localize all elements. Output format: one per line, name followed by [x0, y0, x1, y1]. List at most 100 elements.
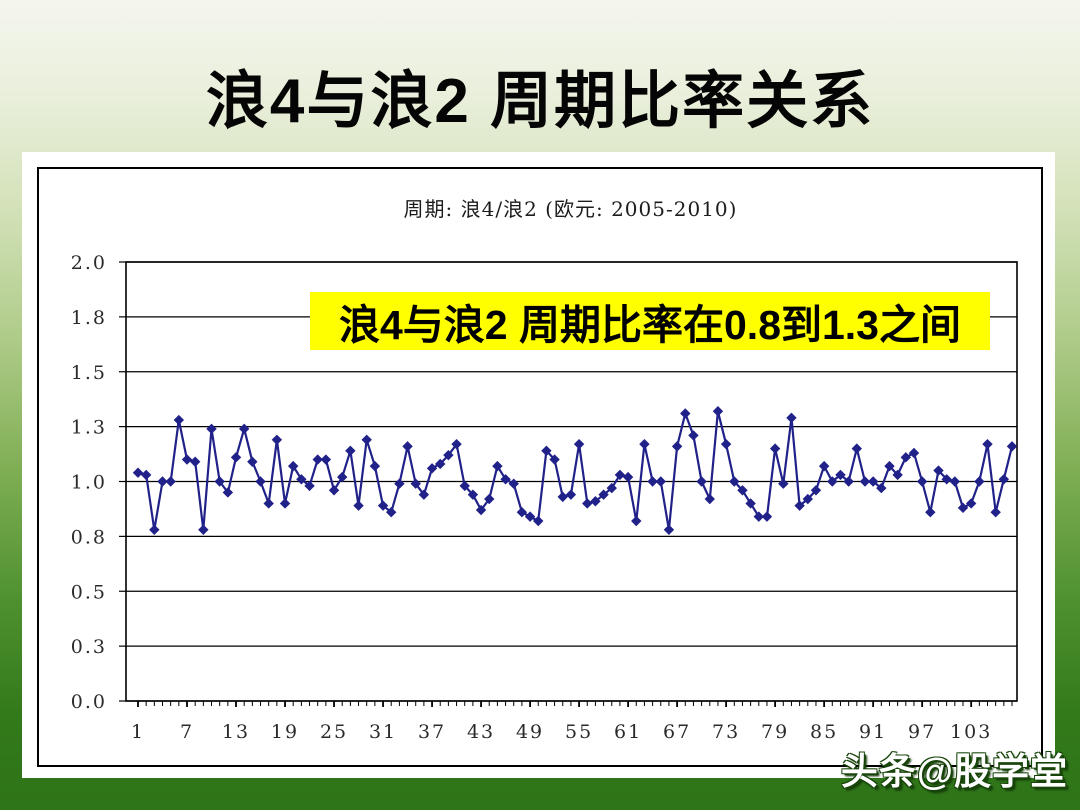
data-point-marker: [279, 498, 291, 509]
data-point-marker: [467, 489, 479, 500]
data-point-marker: [353, 500, 364, 511]
data-point-marker: [230, 452, 242, 463]
data-point-marker: [712, 406, 724, 417]
data-point-marker: [189, 456, 201, 467]
data-point-marker: [916, 476, 928, 487]
data-point-marker: [573, 438, 585, 450]
data-point-marker: [590, 496, 601, 507]
data-point-marker: [132, 467, 144, 478]
data-point-marker: [296, 474, 307, 485]
data-point-marker: [345, 445, 356, 456]
data-point-marker: [704, 493, 715, 505]
x-tick-label: 103: [950, 721, 992, 743]
y-tick-label: 1.5: [71, 362, 107, 384]
data-point-marker: [843, 476, 854, 487]
data-point-marker: [900, 452, 912, 463]
data-point-marker: [802, 493, 813, 505]
data-point-marker: [622, 471, 634, 483]
data-point-marker: [369, 460, 381, 472]
x-tick-label: 55: [565, 721, 593, 743]
data-point-marker: [198, 524, 209, 535]
chart-title: 周期: 浪4/浪2 (欧元: 2005-2010): [403, 197, 738, 221]
data-point-marker: [867, 476, 879, 487]
y-tick-label: 1.3: [71, 417, 107, 439]
chart-box: 周期: 浪4/浪2 (欧元: 2005-2010) 2.0 1.8 1.5 1.3 1.…: [37, 167, 1043, 767]
page-title: 浪4与浪2 周期比率关系: [205, 67, 875, 136]
data-point-marker: [810, 485, 822, 496]
y-tick-label: 0.3: [71, 636, 107, 658]
data-point-marker: [443, 449, 454, 461]
data-point-marker: [255, 476, 266, 487]
data-point-marker: [957, 502, 969, 514]
data-point-marker: [876, 482, 887, 494]
data-point-marker: [222, 487, 234, 498]
x-tick-label: 7: [180, 721, 194, 743]
data-point-marker: [851, 443, 863, 454]
chart-panel: 周期: 浪4/浪2 (欧元: 2005-2010) 2.0 1.8 1.5 1.3 1.…: [22, 152, 1055, 778]
data-point-marker: [941, 474, 952, 485]
data-point-marker: [737, 485, 748, 496]
data-point-marker: [149, 524, 160, 535]
data-point-marker: [982, 438, 993, 450]
data-point-marker: [557, 491, 568, 503]
watermark: 头条@股学堂: [840, 751, 1068, 792]
data-point-marker: [631, 515, 642, 527]
data-point-marker: [238, 423, 250, 435]
data-point-marker: [320, 454, 332, 465]
data-point-marker: [892, 469, 903, 481]
data-point-marker: [908, 447, 920, 459]
data-point-marker: [655, 476, 666, 487]
data-point-marker: [287, 460, 299, 472]
y-tick-label: 0.0: [71, 691, 107, 713]
data-point-marker: [753, 511, 764, 522]
x-tick-label: 73: [712, 721, 740, 743]
data-point-marker: [492, 460, 503, 472]
data-point-marker: [933, 465, 944, 476]
data-point-marker: [1006, 441, 1018, 452]
data-point-marker: [140, 469, 152, 481]
data-point-marker: [394, 478, 405, 489]
data-point-marker: [859, 476, 871, 487]
data-point-marker: [769, 443, 781, 454]
data-point-marker: [304, 480, 315, 492]
data-point-marker: [745, 498, 756, 509]
x-tick-label: 43: [467, 721, 495, 743]
data-point-marker: [435, 458, 446, 470]
x-tick-label: 97: [908, 721, 936, 743]
data-point-marker: [410, 478, 421, 489]
x-tick-label: 31: [369, 721, 397, 743]
data-point-marker: [271, 434, 283, 445]
data-point-marker: [214, 476, 225, 487]
data-point-marker: [312, 454, 323, 465]
data-point-marker: [925, 507, 936, 518]
data-point-marker: [524, 511, 536, 522]
data-point-marker: [337, 471, 348, 483]
annotation-box: 浪4与浪2 周期比率在0.8到1.3之间: [310, 292, 990, 350]
data-point-marker: [328, 485, 340, 496]
y-tick-label: 0.5: [71, 581, 107, 603]
data-point-marker: [671, 441, 683, 452]
data-point-marker: [606, 482, 617, 494]
chart-svg: 2.0 1.8 1.5 1.3 1.0 0.8 0.5 0.3 0.0 1 7 13 19 25 31 37 4…: [71, 252, 1018, 743]
data-point-marker: [720, 438, 732, 450]
data-point-marker: [835, 469, 846, 481]
x-tick-label: 91: [859, 721, 887, 743]
data-point-marker: [516, 507, 528, 518]
data-point-marker: [426, 463, 438, 474]
data-point-marker: [582, 498, 593, 509]
data-point-marker: [451, 438, 462, 450]
data-point-marker: [778, 478, 789, 489]
data-point-marker: [263, 498, 274, 509]
plot-frame: [125, 261, 1018, 702]
data-point-marker: [949, 476, 961, 487]
annotation-text: 浪4与浪2 周期比率在0.8到1.3之间: [339, 302, 961, 348]
data-point-marker: [173, 414, 185, 426]
data-point-marker: [549, 454, 560, 465]
data-point-marker: [974, 476, 985, 487]
y-tick-label: 1.8: [71, 307, 107, 329]
x-tick-label: 19: [271, 721, 299, 743]
data-point-marker: [614, 469, 626, 481]
x-tick-label: 25: [320, 721, 348, 743]
data-point-marker: [794, 500, 805, 511]
x-tick-label: 85: [810, 721, 838, 743]
